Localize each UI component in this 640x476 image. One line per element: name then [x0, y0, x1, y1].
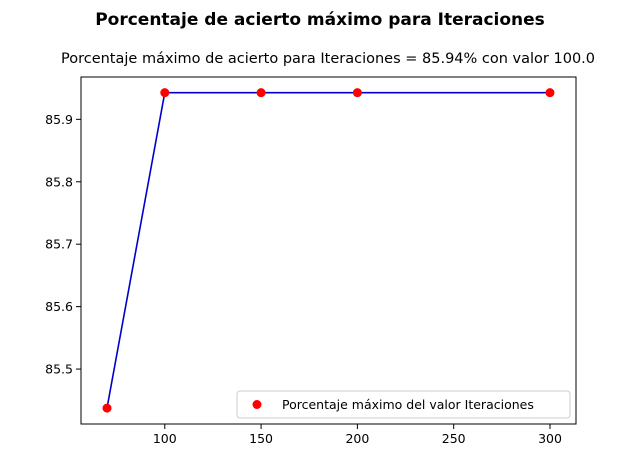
y-tick-label: 85.8	[45, 174, 73, 189]
y-tick-label: 85.9	[45, 112, 73, 127]
y-tick-label: 85.7	[45, 237, 73, 252]
legend-label: Porcentaje máximo del valor Iteraciones	[282, 397, 534, 412]
x-tick-label: 250	[442, 431, 466, 446]
plot-frame	[80, 76, 577, 425]
data-point	[160, 88, 170, 98]
x-tick-label: 150	[249, 431, 273, 446]
x-tick-label: 200	[345, 431, 369, 446]
legend-box	[236, 390, 571, 419]
chart-subtitle: Porcentaje máximo de acierto para Iterac…	[61, 51, 595, 67]
plot-area: 100 150 200 250 300 85.5 85.6 85.7 85.8 85.9 Porce…	[45, 76, 577, 446]
x-tick-label: 300	[538, 431, 562, 446]
data-point	[102, 403, 112, 413]
data-point	[352, 88, 362, 98]
y-tick-label: 85.5	[45, 362, 73, 377]
legend-marker	[252, 400, 262, 409]
chart-title: Porcentaje de acierto máximo para Iterac…	[95, 10, 545, 30]
x-tick-label: 100	[153, 431, 177, 446]
data-point	[256, 88, 266, 98]
data-point	[545, 88, 555, 98]
series-line	[106, 91, 550, 409]
y-tick-label: 85.6	[45, 299, 73, 314]
